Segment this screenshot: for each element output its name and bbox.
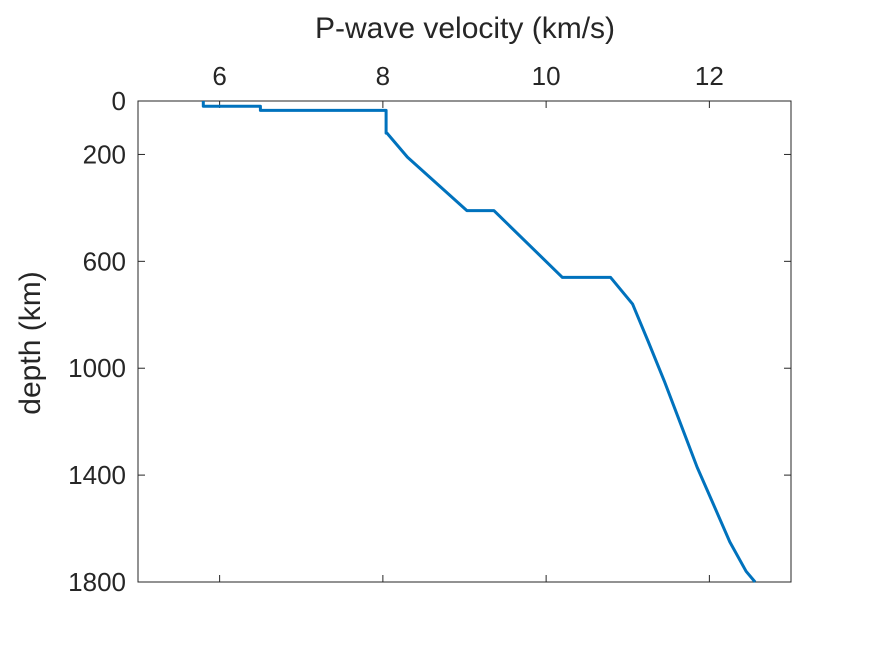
x-tick-label: 10	[532, 61, 561, 91]
y-tick-label: 200	[83, 139, 126, 169]
y-tick-label: 1400	[68, 460, 126, 490]
y-tick-label: 1000	[68, 353, 126, 383]
x-tick-label: 8	[376, 61, 390, 91]
x-tick-label: 6	[212, 61, 226, 91]
axes-box	[137, 100, 792, 583]
y-tick-label: 600	[83, 246, 126, 276]
x-tick-label: 12	[695, 61, 724, 91]
x-axis-title: P-wave velocity (km/s)	[315, 12, 615, 45]
y-tick-label: 1800	[68, 567, 126, 597]
series-line	[201, 101, 757, 583]
x-axis-label: P-wave velocity (km/s)	[315, 12, 615, 45]
plot-area: 6 8 10 12 0 200 600 1000 1400 1800	[68, 61, 792, 597]
y-tick-label: 0	[112, 86, 126, 116]
y-axis-label-group: depth (km)	[14, 271, 47, 414]
y-axis-title: depth (km)	[14, 271, 47, 414]
